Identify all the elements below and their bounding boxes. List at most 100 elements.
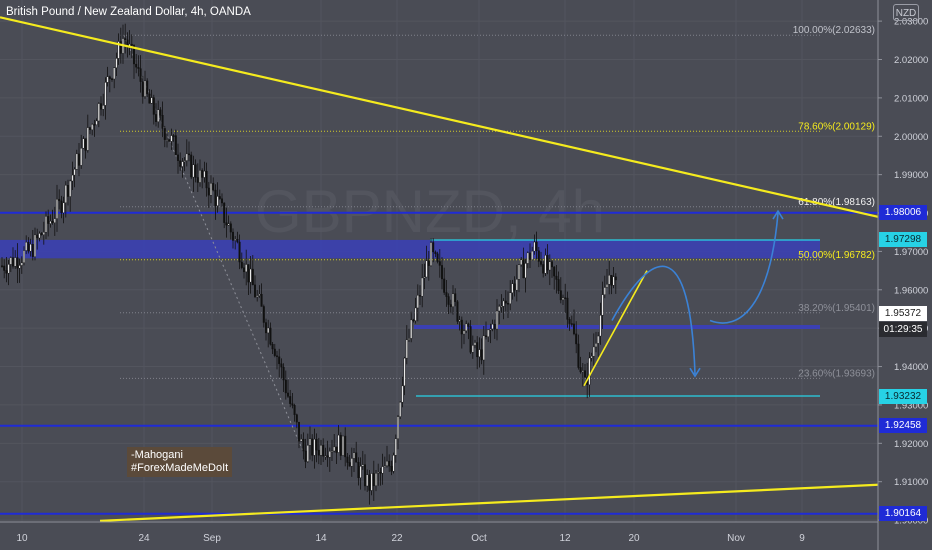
candle-body (603, 287, 606, 295)
candle-body (170, 135, 173, 142)
candle-body (366, 474, 369, 487)
candle-body (568, 319, 571, 324)
candle-body (419, 295, 422, 297)
candle-body (179, 160, 182, 167)
candle-body (187, 153, 190, 156)
projection-curve (611, 212, 779, 375)
candle-body (315, 439, 318, 451)
candle-body (249, 268, 252, 283)
candle-body (394, 438, 397, 456)
candle-body (474, 342, 477, 346)
candle-body (190, 154, 193, 178)
candle-body (159, 109, 162, 116)
candle-body (196, 177, 199, 183)
candle-body (66, 185, 69, 197)
time-tick-label: 10 (16, 533, 28, 544)
candle-body (25, 241, 28, 251)
candle-body (234, 239, 237, 241)
fib-level-label: 78.60%(2.00129) (798, 121, 875, 132)
price-label-tag: 1.97298 (879, 232, 927, 248)
candle-body (344, 435, 347, 458)
currency-button[interactable]: NZD (893, 4, 919, 21)
candle-body (36, 234, 39, 239)
candle-body (551, 261, 554, 268)
ascending-trendline (99, 483, 879, 522)
candle-body (524, 263, 527, 279)
candle-body (606, 283, 609, 288)
candle-body (421, 277, 424, 297)
candle-body (53, 218, 56, 223)
projection-arrow-up (772, 209, 784, 220)
candle-body (229, 223, 232, 233)
candle-body (31, 243, 34, 257)
candle-body (595, 343, 598, 348)
candle-body (163, 128, 166, 140)
candle-body (91, 124, 94, 131)
candle-body (77, 153, 80, 166)
candle-body (502, 300, 505, 307)
candle-body (443, 278, 446, 293)
price-label-tag: 1.98006 (879, 205, 927, 221)
candle-body (326, 455, 329, 458)
time-tick-label: 20 (628, 533, 640, 544)
candle-body (276, 355, 279, 357)
candle-body (154, 114, 157, 122)
candle-body (1, 265, 4, 267)
candle-body (485, 335, 488, 338)
candle-body (245, 264, 248, 273)
candle-body (573, 323, 576, 335)
projection-arrow-down (689, 367, 701, 378)
candle-body (410, 319, 413, 339)
candle-body (546, 255, 549, 271)
candle-body (75, 153, 78, 170)
price-tick-label: 2.02000 (894, 55, 928, 66)
candle-body (471, 345, 474, 353)
candle-body (588, 357, 591, 385)
candle-body (339, 434, 342, 456)
candle-body (555, 275, 558, 280)
fib-level-label: 61.80%(1.98163) (798, 197, 875, 208)
candle-body (544, 255, 547, 274)
candle-body (150, 97, 153, 104)
candle-body (207, 187, 210, 196)
time-tick-label: 9 (799, 533, 805, 544)
candle-body (27, 241, 30, 252)
candle-body (71, 174, 74, 182)
candle-body (82, 138, 85, 149)
candle-body (141, 81, 144, 97)
candle-body (262, 306, 265, 323)
candle-body (432, 242, 435, 253)
author-annotation: -Mahogani #ForexMadeMeDoIt (127, 447, 233, 477)
candle-body (251, 268, 254, 286)
candle-body (7, 264, 10, 274)
candle-body (313, 439, 316, 456)
candle-body (489, 328, 492, 331)
candle-body (469, 326, 472, 353)
time-tick-label: Oct (471, 533, 487, 544)
candle-body (201, 170, 204, 178)
candle-body (359, 466, 362, 478)
candle-body (533, 241, 536, 252)
candle-body (269, 327, 272, 345)
candle-body (566, 297, 569, 320)
candle-body (364, 464, 367, 487)
candle-body (584, 370, 587, 378)
candle-body (137, 67, 140, 69)
candle-body (509, 292, 512, 304)
candle-body (42, 232, 45, 235)
time-tick-label: 14 (315, 533, 327, 544)
candle-body (18, 265, 21, 269)
candle-body (412, 319, 415, 322)
candle-body (500, 306, 503, 308)
candle-body (99, 103, 102, 110)
candle-body (73, 169, 76, 176)
candle-body (331, 450, 334, 453)
candle-body (601, 294, 604, 316)
candle-body (80, 147, 83, 166)
candle-body (368, 474, 371, 491)
candle-body (467, 323, 470, 327)
candle-body (590, 356, 593, 359)
candle-body (311, 438, 314, 456)
candle-body (3, 265, 6, 271)
